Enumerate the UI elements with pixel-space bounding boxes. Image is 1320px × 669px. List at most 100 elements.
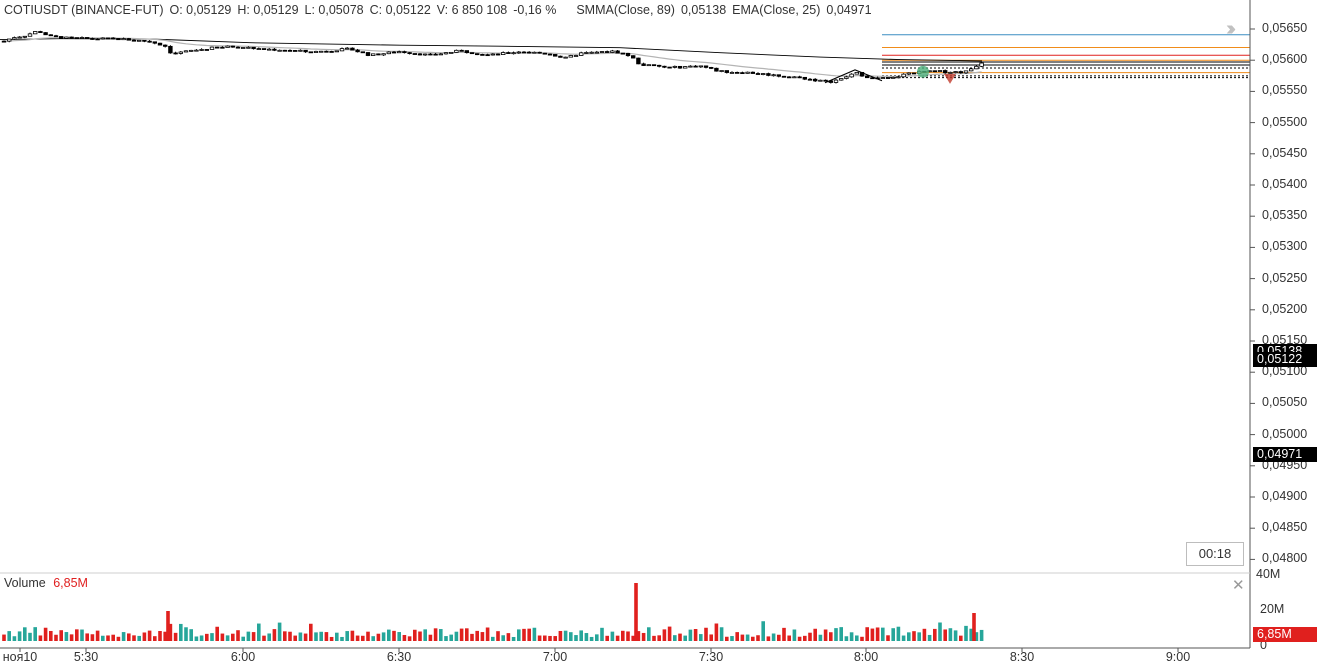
smma-label[interactable]: SMMA(Close, 89) [576,3,675,17]
candle-down [235,46,241,49]
volume-bar [121,632,126,641]
volume-bar [64,632,69,641]
volume-bar [933,628,937,641]
candle-down [355,49,360,53]
volume-bar [246,631,251,641]
candle-up [256,48,261,50]
horizontal-levels[interactable] [882,34,1250,79]
volume-bar [340,636,344,641]
close-icon[interactable]: ✕ [1232,577,1245,594]
candle-up [136,39,142,42]
candle-down [750,71,755,74]
volume-bar [2,634,6,641]
price-tick-label: 0,04850 [1262,520,1308,535]
volume-bar [938,622,942,641]
volume-bar [709,634,713,641]
chevron-double-right-icon[interactable]: ››› [1226,18,1236,40]
volume-bar [106,635,110,641]
candle-down [360,51,365,54]
candle-up [121,38,126,41]
candle-down [1,40,7,43]
volume-bar [912,631,916,641]
volume-bar [69,634,74,641]
ema-label[interactable]: EMA(Close, 25) [732,3,821,17]
candle-up [610,50,615,53]
volume-bar [381,632,386,641]
candle-down [885,77,891,79]
candle-down [142,39,147,42]
volume-bar [548,635,552,641]
volume-bar [688,629,693,641]
volume-bar [127,633,131,641]
candle-up [729,71,735,74]
candle-up [370,53,376,56]
candle-up [573,55,579,57]
candle-down [459,49,464,52]
volume-bar [865,627,869,641]
candle-up [568,55,573,58]
volume-bar [319,631,323,641]
volume-bar [163,631,167,641]
candle-up [906,72,911,75]
legend-low: L: 0,05078 [304,3,364,17]
volume-bar [543,635,547,641]
candle-down [147,40,152,43]
candle-up [277,49,282,52]
volume-axis-mid: 20M [1260,602,1285,616]
candle-up [516,51,521,54]
volume-bar [267,633,271,641]
volume-bar [485,627,490,641]
symbol-name[interactable]: COTIUSDT (BINANCE-FUT) [4,3,164,17]
candle-up [194,49,199,52]
candle-down [116,38,121,41]
volume-bar [153,636,157,641]
volume-bar [818,634,823,641]
candle-down [204,49,209,51]
volume-bar [366,631,370,641]
candle-up [344,47,350,50]
volume-bar [657,635,661,641]
candle-up [833,79,839,83]
volume-bar [387,629,391,641]
legend-close: C: 0,05122 [369,3,431,17]
candle-down [807,78,813,81]
volume-bar [75,629,79,641]
volume-bar [59,630,63,641]
candle-down [620,52,625,55]
candle-down [740,72,745,75]
candle-down [542,52,547,55]
candle-down [407,52,412,55]
volume-bar [80,629,84,641]
volume-bar [283,631,287,641]
legend-gap [562,3,570,17]
candle-up [188,49,194,52]
volume-axis-top: 40M [1256,567,1281,581]
candle-up [454,49,459,53]
volume-bar [475,630,479,641]
volume-bar [787,635,791,641]
candle-up [438,53,443,56]
candle-down [95,38,100,41]
volume-bar [371,636,375,641]
volume-bar [241,636,245,641]
candle-down [464,50,469,54]
candle-up [937,70,943,72]
candle-down [781,75,787,78]
volume-bar [673,635,677,641]
candle-down [553,54,558,57]
candle-up [839,78,844,81]
volume-bar [324,632,329,641]
candle-down [74,37,79,40]
volume-value: 6,85M [53,576,88,590]
candle-down [615,50,620,54]
volume-bar [751,636,755,641]
candle-down [391,51,397,54]
candle-down [495,53,501,56]
candle-down [605,51,610,53]
candle-up [969,68,974,72]
candles [1,30,984,84]
zigzag-drawing[interactable] [824,69,883,84]
volume-bar [262,635,266,641]
candle-up [584,52,589,54]
